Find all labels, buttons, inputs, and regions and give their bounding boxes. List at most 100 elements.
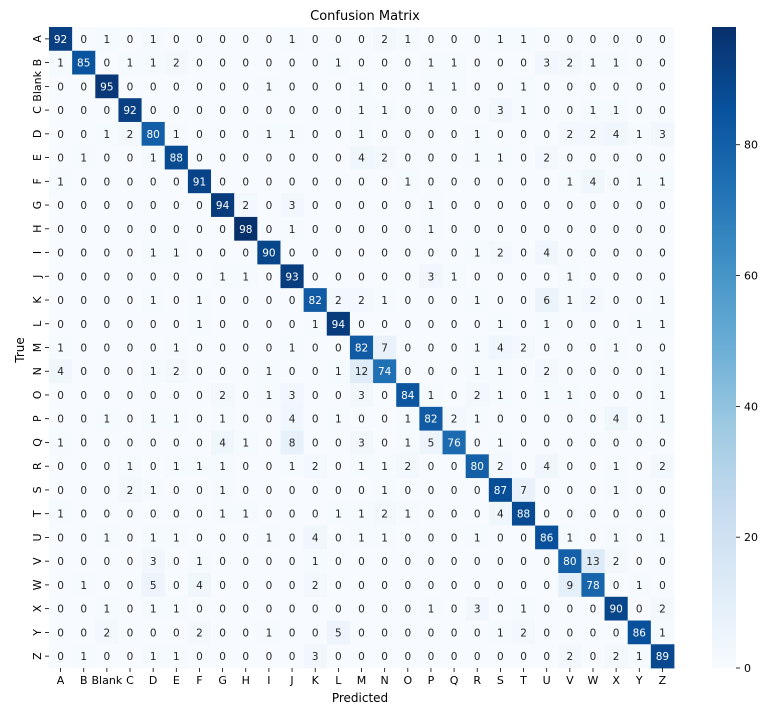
heatmap-cell <box>558 525 582 550</box>
heatmap-cell <box>303 240 328 265</box>
cell-value: 0 <box>636 604 643 616</box>
cell-value: 0 <box>566 509 573 521</box>
heatmap-cell <box>257 264 281 289</box>
heatmap-cell <box>303 98 328 123</box>
heatmap-cell <box>349 288 374 313</box>
x-tick-label: B <box>80 674 88 687</box>
cell-value: 1 <box>150 366 157 378</box>
cell-value: 2 <box>590 295 597 307</box>
cell-value: 1 <box>520 81 527 93</box>
cell-value: 0 <box>520 651 527 663</box>
cell-value: 0 <box>335 248 342 260</box>
cell-value: 0 <box>358 651 365 663</box>
heatmap-cell <box>141 573 166 598</box>
heatmap-cell <box>72 240 96 265</box>
heatmap-cell <box>535 121 559 147</box>
cell-value: 0 <box>266 271 273 283</box>
heatmap-cell <box>257 644 281 669</box>
heatmap-cell <box>49 216 73 242</box>
cell-value: 0 <box>566 461 573 473</box>
cell-value: 0 <box>428 366 435 378</box>
cell-value: 0 <box>150 343 157 355</box>
heatmap-cell <box>211 121 235 147</box>
cell-value: 2 <box>497 461 504 473</box>
y-tick-label: I <box>31 251 44 254</box>
cell-value: 0 <box>150 105 157 117</box>
cell-value: 0 <box>127 224 134 236</box>
cell-value: 1 <box>150 295 157 307</box>
heatmap-cell <box>257 406 281 431</box>
cell-value: 1 <box>196 319 203 331</box>
cell-value: 0 <box>242 556 249 568</box>
heatmap-cell <box>118 430 142 455</box>
cell-value: 0 <box>520 129 527 141</box>
cell-value: 0 <box>150 509 157 521</box>
y-tick-label: H <box>31 225 44 233</box>
heatmap-cell <box>465 264 490 289</box>
heatmap-cell <box>257 525 281 550</box>
cell-value: 0 <box>173 81 180 93</box>
heatmap-cell <box>349 525 374 550</box>
heatmap-cell <box>280 121 305 147</box>
cell-value: 0 <box>636 390 643 402</box>
cell-value: 0 <box>428 105 435 117</box>
cell-value: 0 <box>80 343 87 355</box>
heatmap-cell <box>211 288 235 313</box>
heatmap-cell <box>535 596 559 621</box>
cell-value: 0 <box>451 627 458 639</box>
cell-value: 0 <box>497 81 504 93</box>
heatmap-cell <box>373 644 397 669</box>
colorbar-tick-label: 20 <box>744 531 758 544</box>
heatmap-cell <box>141 145 166 170</box>
cell-value: 1 <box>520 604 527 616</box>
cell-value: 0 <box>335 176 342 188</box>
cell-value: 1 <box>474 153 481 165</box>
heatmap-cell <box>349 454 374 479</box>
y-tick-label: W <box>31 579 44 590</box>
heatmap-cell <box>511 98 536 123</box>
heatmap-cell <box>627 335 652 360</box>
heatmap-cell <box>396 454 420 479</box>
cell-value: 6 <box>543 295 550 307</box>
cell-value: 0 <box>104 485 111 497</box>
heatmap-cell <box>95 430 119 455</box>
heatmap-cell <box>627 169 652 194</box>
cell-value: 94 <box>216 200 230 212</box>
chart-title: Confusion Matrix <box>310 9 420 24</box>
cell-value: 0 <box>127 248 134 260</box>
cell-value: 0 <box>289 509 296 521</box>
x-tick-label: N <box>381 674 389 687</box>
cell-value: 0 <box>196 343 203 355</box>
heatmap-cell <box>442 264 467 289</box>
cell-value: 0 <box>358 485 365 497</box>
cell-value: 0 <box>266 461 273 473</box>
heatmap-cell <box>373 383 397 408</box>
cell-value: 0 <box>543 509 550 521</box>
heatmap-cell <box>535 264 559 289</box>
cell-value: 0 <box>104 271 111 283</box>
heatmap-cell <box>627 478 652 503</box>
heatmap-cell <box>558 264 582 289</box>
heatmap-cell <box>280 50 305 75</box>
cell-value: 1 <box>474 343 481 355</box>
cell-value: 2 <box>566 129 573 141</box>
cell-value: 0 <box>266 176 273 188</box>
cell-value: 0 <box>520 319 527 331</box>
cell-value: 0 <box>173 509 180 521</box>
cell-value: 0 <box>196 81 203 93</box>
cell-value: 4 <box>289 414 296 426</box>
cell-value: 0 <box>80 556 87 568</box>
heatmap-cell <box>604 311 629 337</box>
cell-value: 1 <box>613 461 620 473</box>
heatmap-cell <box>373 145 397 170</box>
cell-value: 2 <box>659 604 666 616</box>
cell-value: 0 <box>57 153 64 165</box>
heatmap-cell <box>396 573 420 598</box>
heatmap-cell <box>465 50 490 75</box>
heatmap-cell <box>187 169 212 194</box>
cell-value: 3 <box>659 129 666 141</box>
cell-value: 1 <box>659 295 666 307</box>
cell-value: 0 <box>404 129 411 141</box>
heatmap-cell <box>280 620 305 645</box>
